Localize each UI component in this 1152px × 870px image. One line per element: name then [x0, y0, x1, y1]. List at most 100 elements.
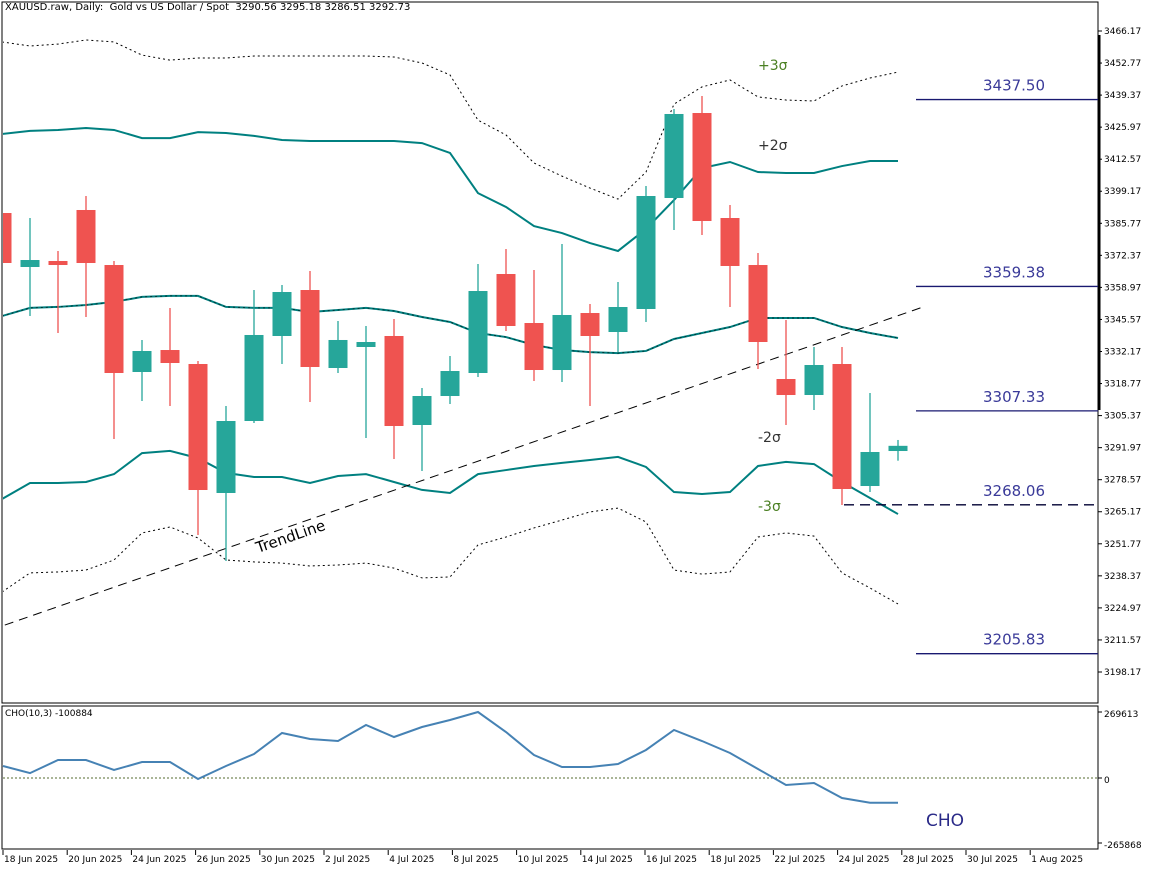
- candle[interactable]: [300, 271, 320, 403]
- upper-3sigma-band: [3, 39, 899, 200]
- candle-body: [160, 350, 180, 363]
- price-tick-label: 3318.77: [1104, 380, 1141, 390]
- candle[interactable]: [76, 196, 96, 318]
- candle-body: [888, 445, 908, 452]
- candle-body: [776, 379, 796, 396]
- date-label: 10 Jul 2025: [518, 855, 569, 865]
- price-level-label: 3268.06: [983, 482, 1045, 500]
- candle-body: [860, 451, 880, 487]
- candle[interactable]: [720, 204, 740, 308]
- ohlc-readout: 3290.56 3295.18 3286.51 3292.73: [235, 2, 411, 13]
- candle[interactable]: [580, 303, 600, 407]
- price-level-label: 3437.50: [983, 77, 1045, 95]
- candle[interactable]: [244, 290, 264, 424]
- candle-body: [608, 307, 628, 333]
- candle[interactable]: [804, 346, 824, 410]
- price-tick-label: 3265.17: [1104, 508, 1141, 518]
- candle[interactable]: [776, 319, 796, 425]
- candle-body: [720, 218, 740, 266]
- candle[interactable]: [160, 307, 180, 407]
- candle[interactable]: [636, 186, 656, 323]
- price-tick-label: 3358.97: [1104, 283, 1141, 293]
- candle[interactable]: [356, 325, 376, 439]
- candle[interactable]: [48, 250, 68, 334]
- candle[interactable]: [272, 285, 292, 365]
- candle[interactable]: [692, 96, 712, 235]
- sigma-label: +2σ: [758, 138, 788, 154]
- price-level-label: 3205.83: [983, 631, 1045, 649]
- candle[interactable]: [440, 355, 460, 404]
- cho-line: [2, 710, 898, 804]
- price-tick-label: 3425.97: [1104, 123, 1141, 133]
- cho-label: CHO: [926, 811, 964, 831]
- candle[interactable]: [664, 108, 684, 230]
- candle-body: [48, 260, 68, 266]
- price-tick-label: 3439.37: [1104, 91, 1141, 101]
- candle-body: [468, 291, 488, 373]
- candle[interactable]: [888, 439, 908, 461]
- price-tick-label: 3211.57: [1104, 636, 1141, 646]
- date-label: 30 Jul 2025: [967, 855, 1018, 865]
- trendline[interactable]: [4, 305, 927, 626]
- price-tick-label: 3399.17: [1104, 187, 1141, 197]
- date-label: 24 Jun 2025: [132, 855, 186, 865]
- candle[interactable]: [524, 270, 544, 382]
- candle[interactable]: [748, 253, 768, 370]
- candle[interactable]: [188, 360, 208, 535]
- price-level-label: 3359.38: [983, 263, 1045, 281]
- date-label: 24 Jul 2025: [839, 855, 890, 865]
- candle[interactable]: [132, 339, 152, 402]
- candle-body: [804, 365, 824, 396]
- price-tick-label: 3305.37: [1104, 412, 1141, 422]
- candle-body: [244, 334, 264, 421]
- candle-body: [76, 209, 96, 263]
- date-label: 14 Jul 2025: [582, 855, 633, 865]
- candle-body: [748, 265, 768, 342]
- candle[interactable]: [104, 260, 124, 440]
- price-tick-label: 3412.57: [1104, 155, 1141, 165]
- cho-axis-label: 0: [1104, 776, 1110, 786]
- candle-body: [664, 113, 684, 198]
- candle[interactable]: [496, 249, 516, 331]
- candle-body: [524, 323, 544, 371]
- candle-body: [356, 341, 376, 347]
- candle[interactable]: [384, 318, 404, 460]
- price-tick-label: 3452.77: [1104, 59, 1141, 69]
- candle[interactable]: [328, 320, 348, 373]
- date-label: 8 Jul 2025: [453, 855, 498, 865]
- candle[interactable]: [412, 387, 432, 472]
- candle[interactable]: [552, 244, 572, 382]
- candle[interactable]: [216, 406, 236, 561]
- candle[interactable]: [608, 281, 628, 352]
- candle-body: [384, 335, 404, 426]
- price-tick-label: 3385.77: [1104, 219, 1141, 229]
- candle-body: [692, 113, 712, 221]
- candle[interactable]: [860, 392, 880, 493]
- candle[interactable]: [20, 218, 40, 317]
- candle[interactable]: [468, 264, 488, 377]
- date-label: 2 Jul 2025: [325, 855, 370, 865]
- price-tick-label: 3466.17: [1104, 27, 1141, 37]
- cho-axis-label: 269613: [1104, 710, 1138, 720]
- price-tick-label: 3238.37: [1104, 572, 1141, 582]
- date-label: 4 Jul 2025: [389, 855, 434, 865]
- candle-body: [440, 371, 460, 397]
- date-label: 28 Jul 2025: [903, 855, 954, 865]
- symbol-title: XAUUSD.raw, Daily: Gold vs US Dollar / S…: [5, 2, 230, 13]
- price-tick-label: 3251.77: [1104, 540, 1141, 550]
- candle-body: [188, 364, 208, 491]
- candle[interactable]: [832, 346, 852, 505]
- candle-body: [132, 350, 152, 372]
- date-label: 22 Jul 2025: [774, 855, 825, 865]
- price-tick-label: 3278.57: [1104, 476, 1141, 486]
- date-label: 20 Jun 2025: [68, 855, 122, 865]
- candle-body: [216, 420, 236, 493]
- candle-body: [104, 265, 124, 373]
- price-tick-label: 3372.37: [1104, 251, 1141, 261]
- candle[interactable]: [0, 213, 12, 263]
- date-label: 18 Jun 2025: [4, 855, 58, 865]
- date-label: 16 Jul 2025: [646, 855, 697, 865]
- sigma-label: +3σ: [758, 58, 788, 74]
- candle-body: [20, 260, 40, 267]
